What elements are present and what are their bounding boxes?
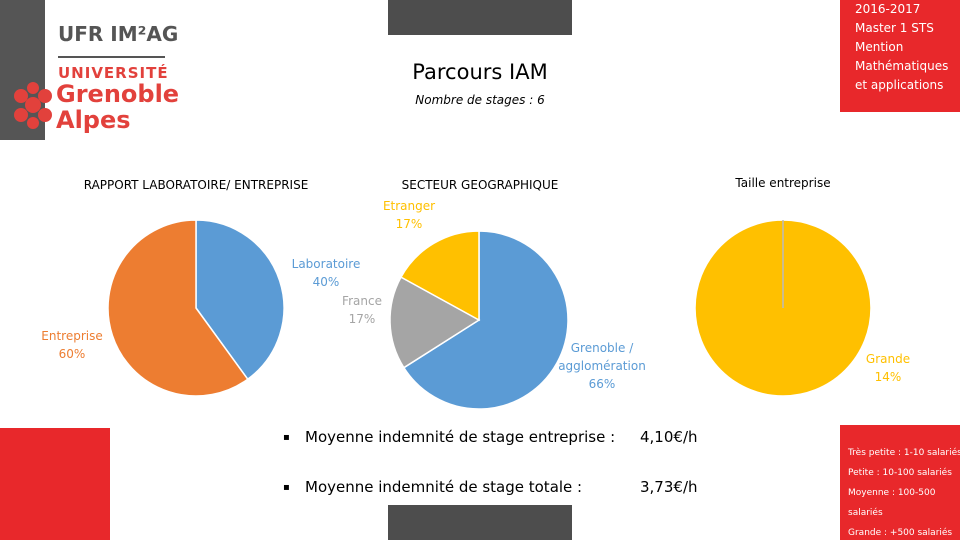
pie-label: Grenoble / agglomération 66%	[547, 339, 657, 393]
legend-item: Très petite : 1-10 salariés	[848, 448, 960, 458]
logo-university: UNIVERSITÉ	[58, 64, 169, 82]
logo-region: Alpes	[56, 106, 131, 134]
pie-label: Etranger 17%	[383, 197, 435, 233]
pie-label: Laboratoire 40%	[292, 255, 361, 291]
pie-label-name: Etranger	[382, 199, 436, 213]
size-legend: Très petite : 1-10 salariés Petite : 10-1…	[848, 443, 960, 540]
deco-block	[840, 425, 960, 540]
pie-slice	[402, 230, 569, 410]
pie-label-value: 60%	[58, 347, 86, 361]
bullet: ▪	[283, 432, 290, 443]
pie-label: France 17%	[342, 292, 382, 328]
stat-label: Moyenne indemnité de stage totale :	[305, 478, 583, 496]
pie-label-name: Entreprise	[41, 329, 103, 343]
stat-row: ▪ Moyenne indemnité de stage totale : 3,73…	[283, 478, 723, 528]
deco-block	[840, 0, 960, 112]
deco-block	[388, 505, 572, 540]
pie-label-value: 14%	[874, 370, 902, 384]
logo-flower	[14, 82, 52, 129]
title: Parcours IAM	[412, 60, 548, 84]
legend-item: Petite : 10-100 salariés	[848, 468, 952, 478]
stat-value: 4,10€/h	[640, 428, 698, 446]
pie-label-name: Laboratoire	[291, 257, 361, 271]
pies	[107, 219, 872, 410]
chart-title: RAPPORT LABORATOIRE/ ENTREPRISE	[83, 178, 309, 192]
subtitle: Nombre de stages : 6	[415, 93, 545, 107]
stat-value: 3,73€/h	[640, 478, 698, 496]
pie-label-value: 17%	[395, 217, 423, 231]
pie-slice	[195, 219, 285, 381]
logo-bg	[45, 0, 185, 140]
pie-slice	[107, 219, 249, 397]
deco-block	[388, 0, 572, 35]
pie-label-value: 17%	[348, 312, 376, 326]
program: 2016-2017 Master 1 STS Mention Mathématique…	[855, 0, 948, 95]
stats: ▪ Moyenne indemnité de stage entreprise :…	[283, 428, 723, 528]
chart-title: Taille entreprise	[735, 176, 831, 190]
deco-block	[0, 428, 110, 540]
pie-label-name: Grenoble / agglomération	[558, 341, 646, 373]
chart-title: SECTEUR GEOGRAPHIQUE	[401, 178, 559, 192]
program-line: Master 1 STS	[855, 21, 934, 35]
program-line: et applications	[855, 78, 944, 92]
pie-label-name: France	[342, 294, 382, 308]
program-line: Mention	[855, 40, 904, 54]
legend-item: Moyenne : 100-500 salariés	[848, 488, 936, 518]
pie-slice	[389, 276, 481, 369]
stat-label: Moyenne indemnité de stage entreprise :	[305, 428, 616, 446]
program-line: Mathématiques	[855, 59, 949, 73]
stat-row: ▪ Moyenne indemnité de stage entreprise :…	[283, 428, 723, 478]
logo-ufr: UFR IM²AG	[58, 22, 179, 46]
pie-label-name: Grande	[865, 352, 911, 366]
program-line: 2016-2017	[855, 2, 921, 16]
pie-label: Grande 14%	[866, 350, 910, 386]
pie-label-value: 40%	[312, 275, 340, 289]
logo-city: Grenoble	[56, 80, 180, 108]
pie-label-value: 66%	[588, 377, 616, 391]
bullet: ▪	[283, 482, 290, 493]
pie-slice	[399, 230, 480, 322]
legend-item: Grande : +500 salariés	[848, 528, 953, 538]
pie-label: Entreprise 60%	[41, 327, 102, 363]
